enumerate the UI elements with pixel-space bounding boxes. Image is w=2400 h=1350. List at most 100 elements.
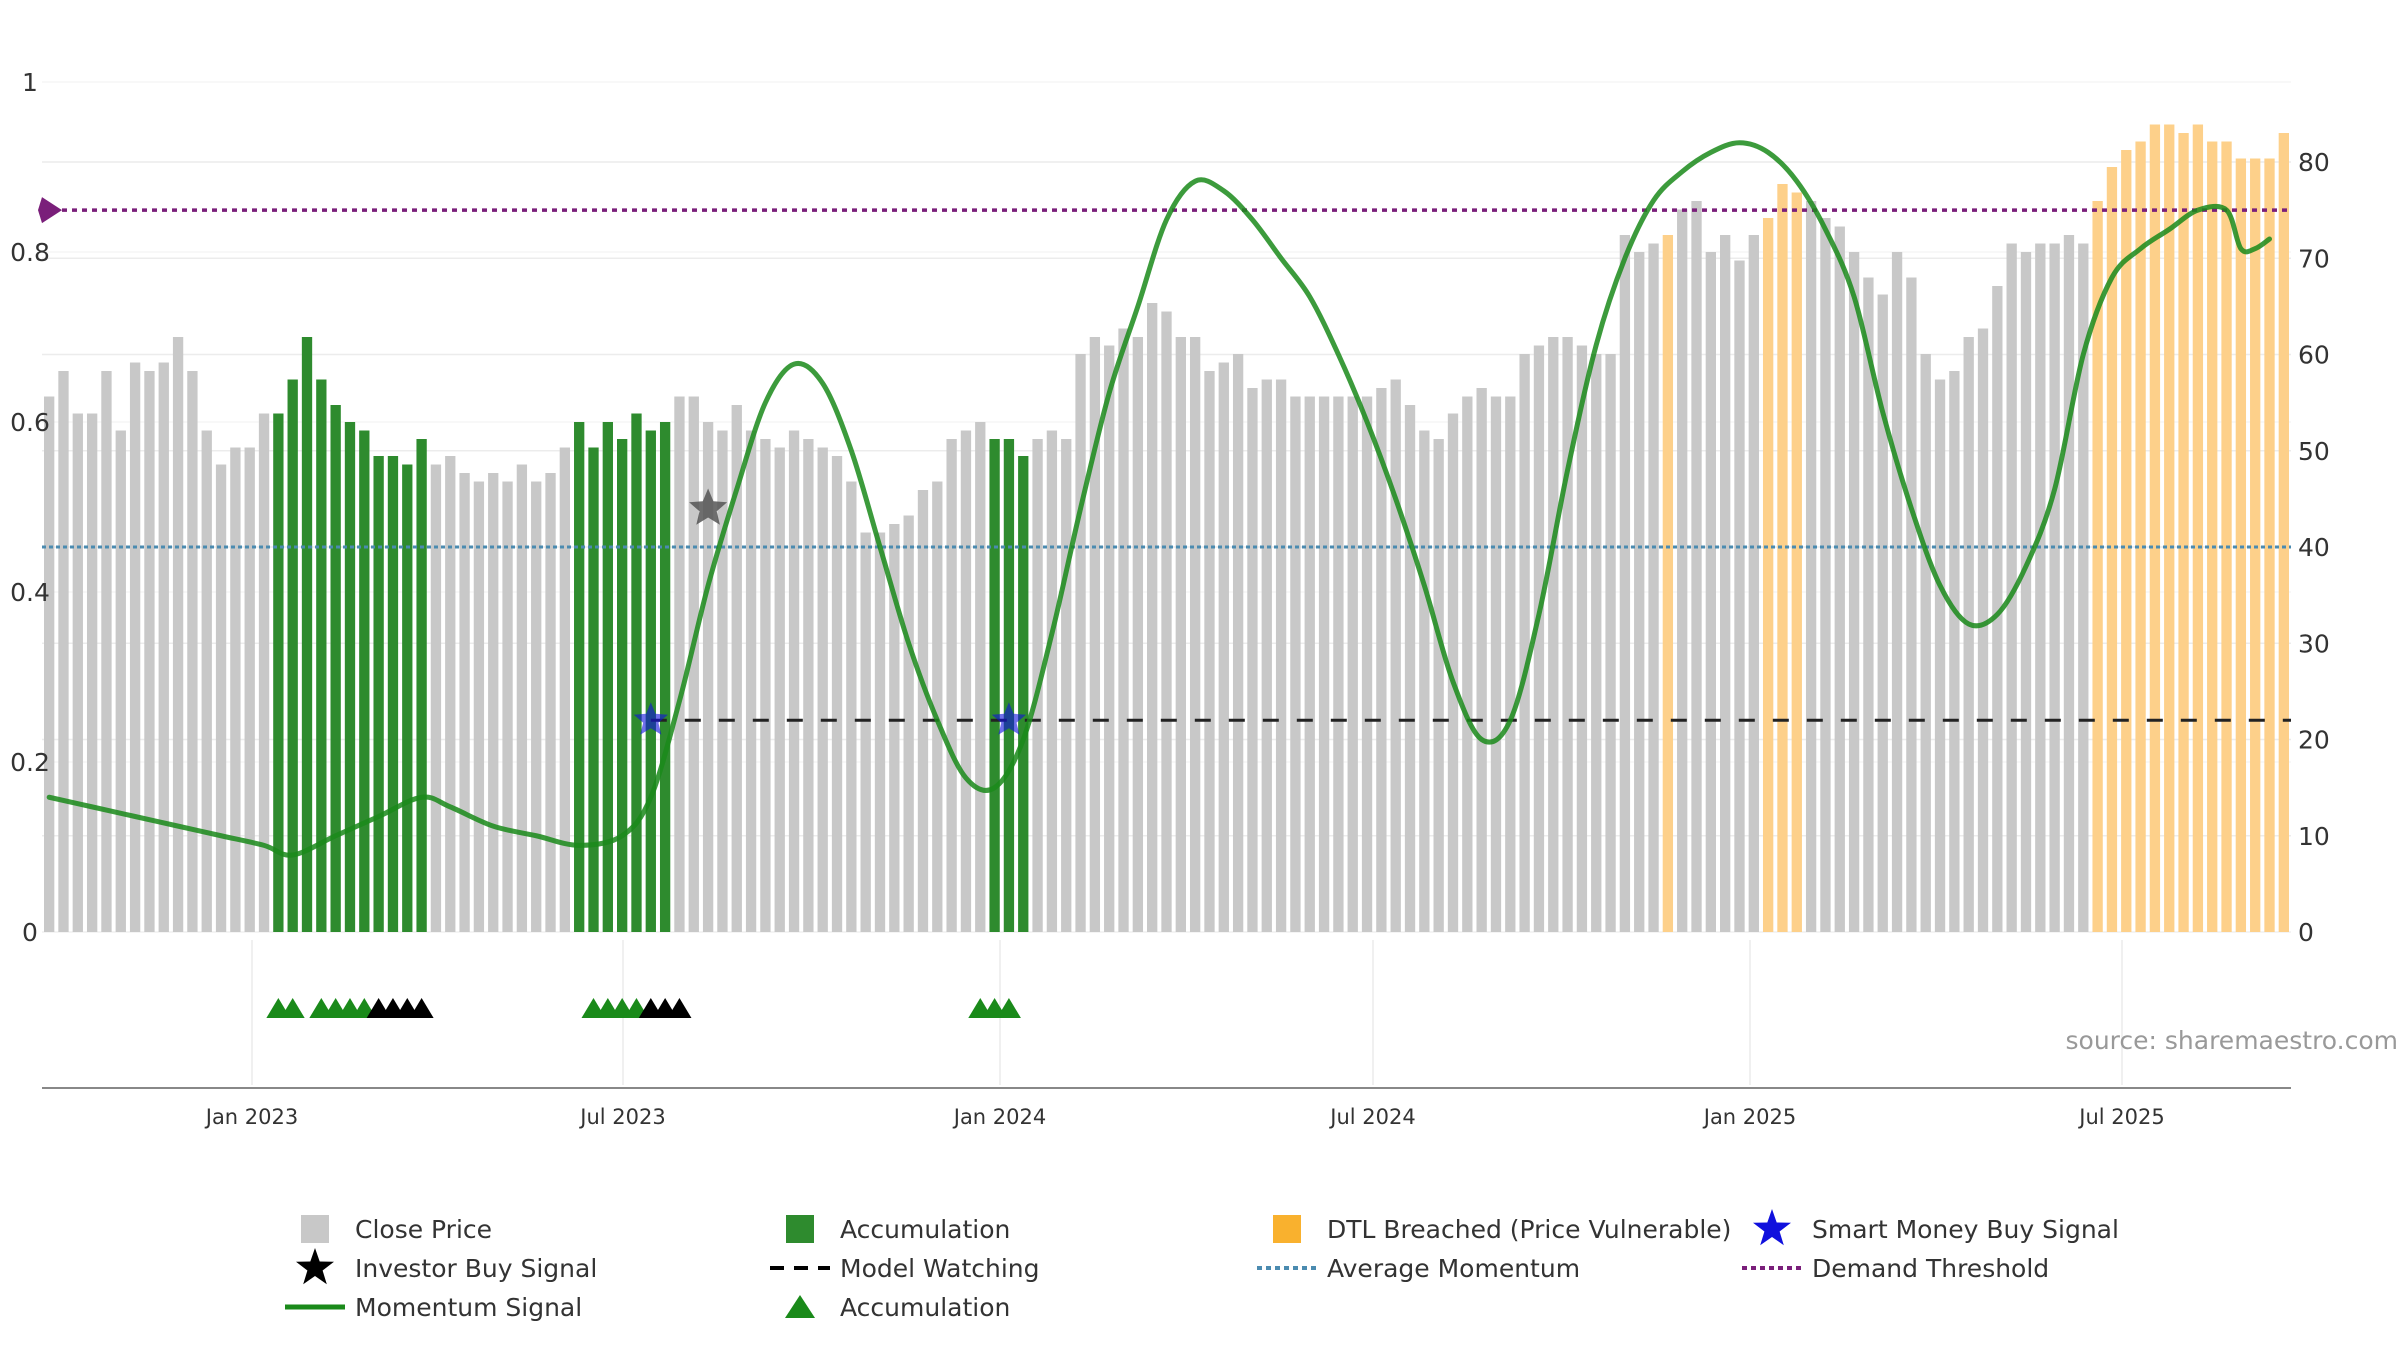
price-bar bbox=[144, 371, 155, 932]
right-axis-tick: 10 bbox=[2298, 822, 2330, 851]
legend-label: Average Momentum bbox=[1327, 1254, 1580, 1283]
right-axis-tick: 20 bbox=[2298, 726, 2330, 755]
price-bar bbox=[2250, 158, 2261, 932]
price-bar bbox=[616, 439, 628, 932]
price-bar bbox=[1605, 354, 1616, 932]
price-bar bbox=[1347, 396, 1358, 932]
price-bar bbox=[760, 439, 771, 932]
legend-item-dtl: DTL Breached (Price Vulnerable) bbox=[1273, 1215, 1731, 1244]
legend-label: Model Watching bbox=[840, 1254, 1040, 1283]
legend: Close Price Accumulation DTL Breached (Pri… bbox=[285, 1209, 2119, 1322]
price-bar bbox=[187, 371, 198, 932]
right-axis-tick: 30 bbox=[2298, 629, 2330, 658]
price-bar bbox=[1548, 337, 1559, 932]
price-bar bbox=[960, 430, 972, 932]
close-price-bars bbox=[44, 124, 2289, 932]
price-bar bbox=[445, 456, 456, 932]
price-bar bbox=[545, 473, 556, 932]
x-axis-tick: Jul 2024 bbox=[1328, 1105, 1415, 1129]
price-bar bbox=[1333, 396, 1344, 932]
x-axis-tick: Jan 2025 bbox=[1702, 1105, 1797, 1129]
legend-item-smart-money: Smart Money Buy Signal bbox=[1753, 1209, 2119, 1246]
price-bar bbox=[1949, 371, 1960, 932]
price-bar bbox=[2106, 167, 2118, 932]
price-bar bbox=[932, 481, 943, 932]
price-bar bbox=[2192, 124, 2204, 932]
price-bar bbox=[1634, 252, 1645, 932]
price-bar bbox=[1677, 209, 1688, 932]
price-bar bbox=[1232, 354, 1244, 932]
price-bar bbox=[402, 464, 413, 932]
price-bar bbox=[588, 447, 599, 932]
price-bar bbox=[230, 447, 241, 932]
price-bar bbox=[1748, 235, 1759, 932]
left-axis-tick: 0.8 bbox=[10, 238, 50, 267]
legend-item-close: Close Price bbox=[301, 1215, 492, 1244]
right-axis-tick: 50 bbox=[2298, 437, 2330, 466]
price-bar bbox=[1046, 430, 1058, 932]
legend-label: Investor Buy Signal bbox=[355, 1254, 597, 1283]
momentum-signal-line bbox=[46, 140, 2273, 858]
price-bar bbox=[989, 439, 1000, 932]
price-bar bbox=[1992, 286, 2003, 932]
legend-label: Momentum Signal bbox=[355, 1293, 582, 1322]
price-bar bbox=[803, 439, 814, 932]
price-bar bbox=[473, 481, 485, 932]
left-axis-tick: 0.4 bbox=[10, 578, 50, 607]
accumulation-triangle bbox=[996, 998, 1021, 1018]
price-bar bbox=[287, 379, 298, 932]
price-bar bbox=[1061, 439, 1072, 932]
legend-label: Accumulation bbox=[840, 1293, 1010, 1322]
price-bar bbox=[158, 362, 169, 932]
price-bar bbox=[2278, 133, 2289, 932]
x-axis-tick: Jul 2025 bbox=[2077, 1105, 2164, 1129]
x-axis-tick: Jul 2023 bbox=[578, 1105, 665, 1129]
price-bar bbox=[602, 422, 613, 932]
price-bar bbox=[2121, 150, 2132, 932]
price-bar bbox=[1175, 337, 1186, 932]
price-bar bbox=[2221, 141, 2232, 932]
price-bar bbox=[459, 473, 470, 932]
price-bar bbox=[1419, 430, 1430, 932]
price-bar bbox=[745, 430, 757, 932]
price-bar bbox=[574, 422, 585, 932]
price-bar bbox=[1820, 218, 1831, 932]
legend-swatch bbox=[301, 1215, 329, 1243]
legend-item-investor-buy: Investor Buy Signal bbox=[296, 1248, 597, 1285]
price-bar bbox=[1404, 405, 1416, 932]
price-bar bbox=[1863, 277, 1874, 932]
price-bar bbox=[1275, 379, 1287, 932]
price-bar bbox=[717, 430, 728, 932]
price-bar bbox=[1290, 396, 1301, 932]
price-bar bbox=[129, 362, 141, 932]
price-bar bbox=[2035, 243, 2046, 932]
price-bar bbox=[2006, 243, 2017, 932]
price-bar bbox=[831, 456, 843, 932]
price-bar bbox=[2178, 133, 2189, 932]
price-bar bbox=[1619, 235, 1631, 932]
price-bar bbox=[1462, 396, 1473, 932]
right-axis-tick: 40 bbox=[2298, 533, 2330, 562]
price-bar bbox=[1891, 252, 1903, 932]
price-bar bbox=[2207, 141, 2218, 932]
price-bar bbox=[373, 456, 384, 932]
price-bar bbox=[44, 396, 55, 932]
right-axis-tick: 0 bbox=[2298, 918, 2314, 947]
price-bar bbox=[1934, 379, 1946, 932]
price-bar bbox=[1089, 337, 1101, 932]
price-bar bbox=[2149, 124, 2161, 932]
price-bar bbox=[86, 413, 98, 932]
price-bar bbox=[2020, 252, 2032, 932]
price-bar bbox=[1648, 243, 1659, 932]
price-bar bbox=[1189, 337, 1201, 932]
price-bar bbox=[1691, 201, 1702, 932]
price-bar bbox=[502, 481, 513, 932]
smart-money-buy-signal bbox=[633, 702, 668, 735]
price-bar bbox=[1376, 388, 1387, 932]
accumulation-marker-row bbox=[266, 998, 1021, 1018]
price-bar bbox=[1390, 379, 1401, 932]
price-bar bbox=[1003, 439, 1015, 932]
price-bar bbox=[659, 422, 671, 932]
price-bar bbox=[387, 456, 399, 932]
price-bar bbox=[1447, 413, 1459, 932]
